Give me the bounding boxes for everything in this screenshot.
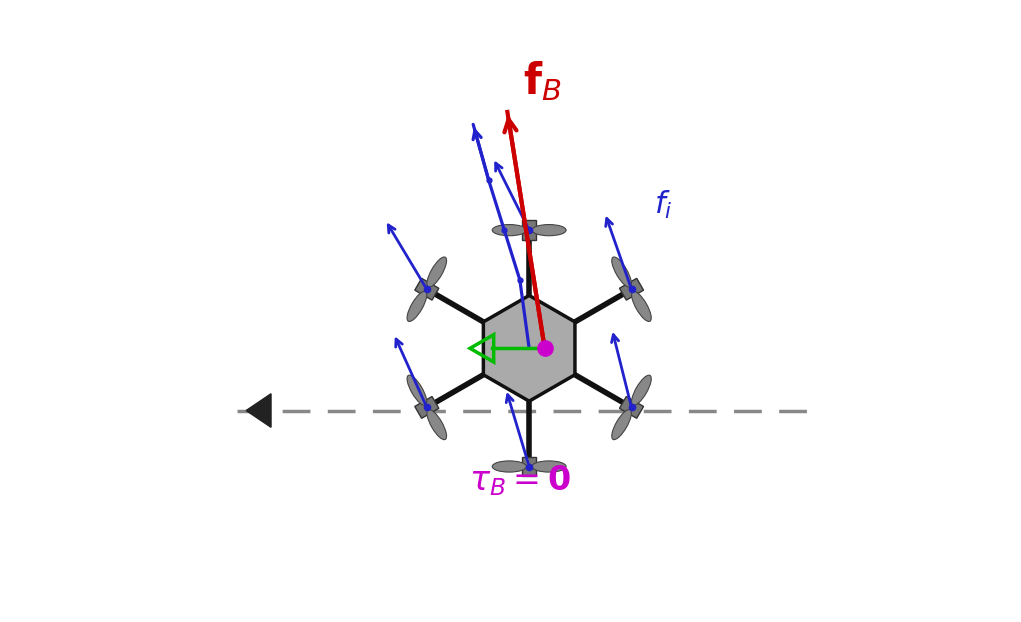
Ellipse shape (407, 291, 427, 322)
Polygon shape (246, 394, 271, 427)
Polygon shape (483, 295, 575, 401)
Ellipse shape (532, 225, 566, 236)
Polygon shape (415, 278, 439, 300)
Polygon shape (523, 457, 536, 476)
Text: $f_i$: $f_i$ (653, 189, 672, 221)
Ellipse shape (492, 461, 527, 472)
Polygon shape (523, 220, 536, 240)
Ellipse shape (427, 409, 446, 440)
Ellipse shape (632, 291, 651, 322)
Ellipse shape (612, 409, 631, 440)
Ellipse shape (407, 375, 427, 406)
Ellipse shape (612, 257, 631, 287)
Ellipse shape (632, 375, 651, 406)
Polygon shape (620, 396, 643, 419)
Polygon shape (620, 278, 643, 300)
Polygon shape (415, 396, 439, 419)
Ellipse shape (492, 225, 527, 236)
Ellipse shape (427, 257, 446, 287)
Text: $\tau_B = \mathbf{0}$: $\tau_B = \mathbf{0}$ (469, 463, 571, 498)
Ellipse shape (532, 461, 566, 472)
Text: $\mathbf{f}_B$: $\mathbf{f}_B$ (523, 59, 562, 103)
